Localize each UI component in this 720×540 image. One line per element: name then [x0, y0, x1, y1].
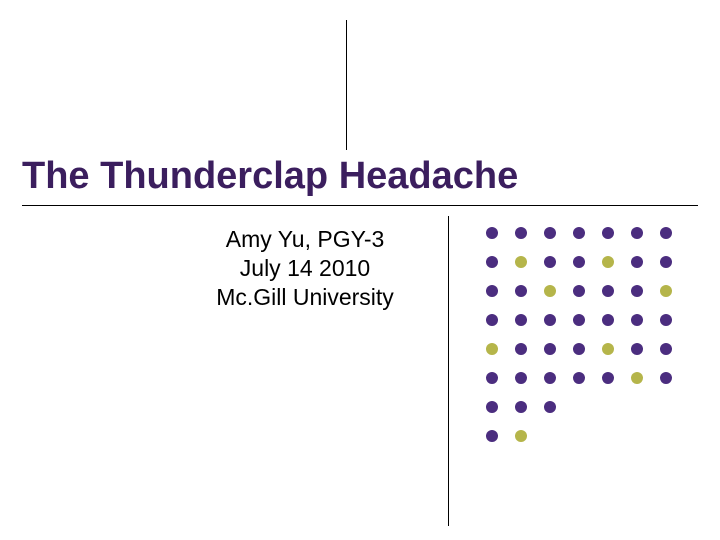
- decorative-dot-grid: [486, 227, 672, 459]
- decorative-dot: [544, 343, 556, 355]
- decorative-dot: [573, 343, 585, 355]
- decorative-dot: [660, 372, 672, 384]
- decorative-dot: [515, 401, 527, 413]
- decorative-dot: [486, 343, 498, 355]
- decorative-dot: [573, 372, 585, 384]
- decorative-dot: [660, 285, 672, 297]
- decorative-dot: [544, 256, 556, 268]
- decorative-dot: [486, 285, 498, 297]
- vertical-divider-top: [346, 20, 347, 150]
- decorative-dot: [631, 343, 643, 355]
- affiliation-line: Mc.Gill University: [180, 283, 430, 312]
- decorative-dot: [544, 372, 556, 384]
- decorative-dot: [515, 372, 527, 384]
- date-line: July 14 2010: [180, 254, 430, 283]
- decorative-dot: [631, 314, 643, 326]
- decorative-dot: [544, 401, 556, 413]
- decorative-dot: [631, 372, 643, 384]
- decorative-dot: [486, 430, 498, 442]
- decorative-dot: [515, 256, 527, 268]
- decorative-dot: [660, 314, 672, 326]
- decorative-dot: [573, 256, 585, 268]
- decorative-dot: [602, 314, 614, 326]
- author-line: Amy Yu, PGY-3: [180, 225, 430, 254]
- slide-subtitle-block: Amy Yu, PGY-3 July 14 2010 Mc.Gill Unive…: [180, 225, 430, 311]
- decorative-dot: [573, 314, 585, 326]
- decorative-dot: [573, 227, 585, 239]
- decorative-dot: [544, 227, 556, 239]
- decorative-dot: [486, 227, 498, 239]
- decorative-dot: [631, 256, 643, 268]
- decorative-dot: [486, 372, 498, 384]
- horizontal-divider: [22, 205, 698, 206]
- decorative-dot: [660, 256, 672, 268]
- decorative-dot: [602, 256, 614, 268]
- decorative-dot: [660, 227, 672, 239]
- decorative-dot: [602, 343, 614, 355]
- decorative-dot: [486, 314, 498, 326]
- slide-title: The Thunderclap Headache: [22, 155, 518, 198]
- decorative-dot: [602, 372, 614, 384]
- decorative-dot: [544, 314, 556, 326]
- decorative-dot: [602, 227, 614, 239]
- decorative-dot: [573, 285, 585, 297]
- decorative-dot: [631, 285, 643, 297]
- vertical-divider-bottom: [448, 216, 449, 526]
- decorative-dot: [515, 314, 527, 326]
- decorative-dot: [515, 285, 527, 297]
- decorative-dot: [660, 343, 672, 355]
- decorative-dot: [631, 227, 643, 239]
- decorative-dot: [515, 343, 527, 355]
- decorative-dot: [602, 285, 614, 297]
- decorative-dot: [544, 285, 556, 297]
- decorative-dot: [515, 430, 527, 442]
- decorative-dot: [515, 227, 527, 239]
- decorative-dot: [486, 256, 498, 268]
- decorative-dot: [486, 401, 498, 413]
